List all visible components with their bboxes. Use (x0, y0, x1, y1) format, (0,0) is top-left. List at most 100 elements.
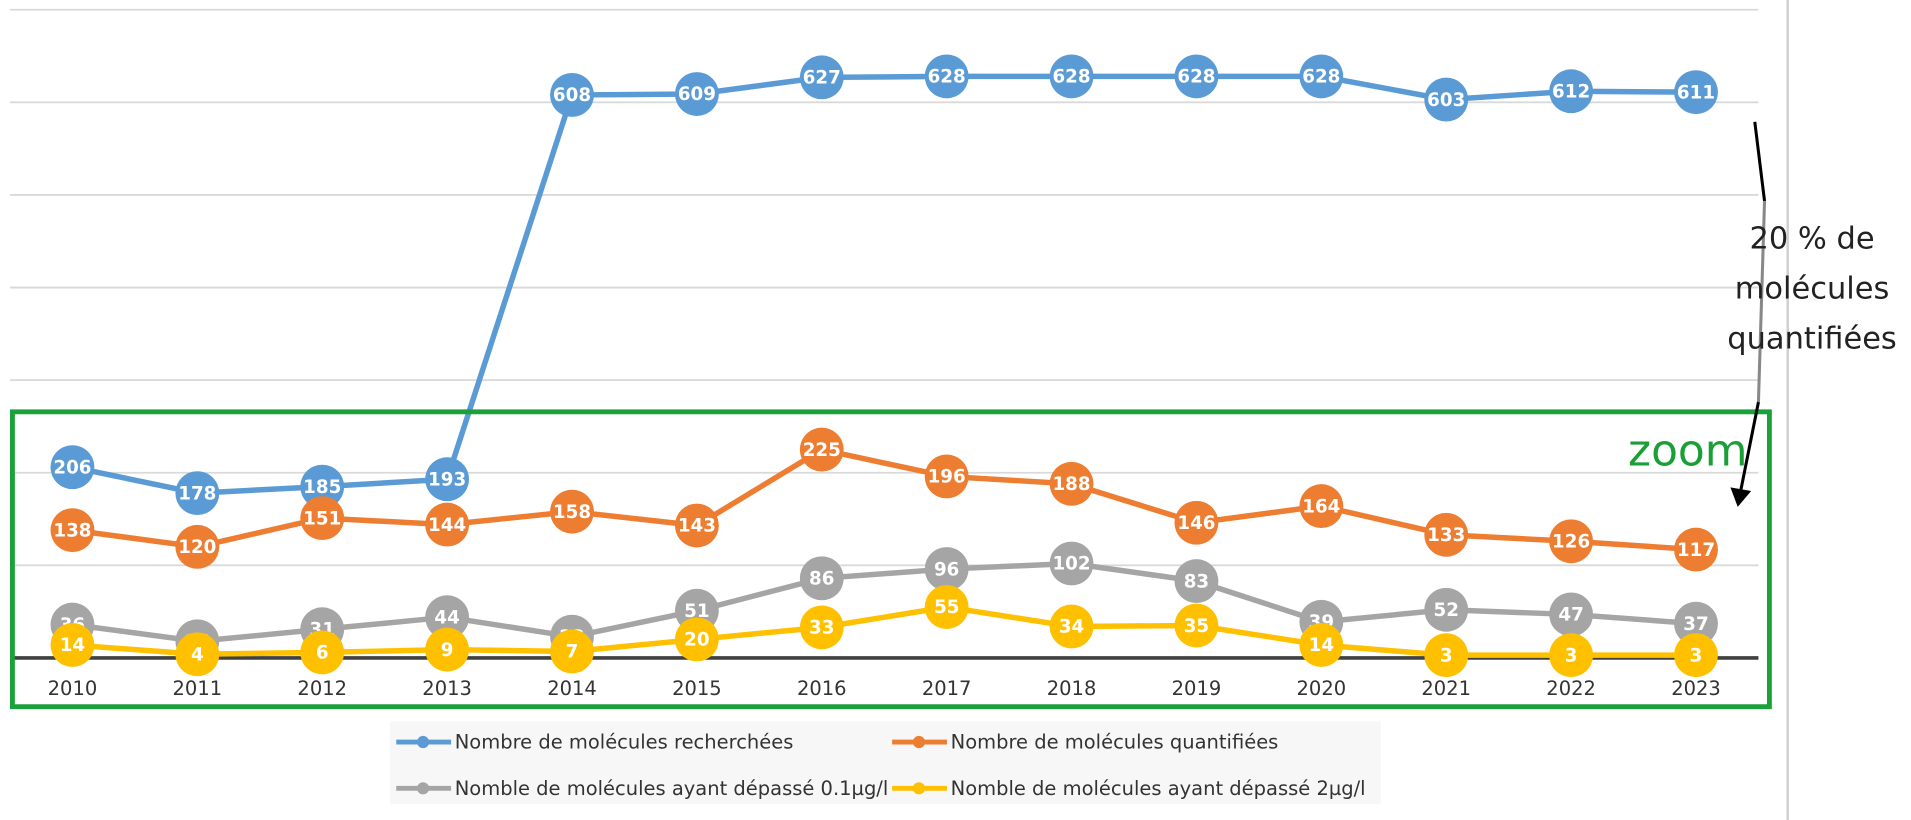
point (1549, 69, 1594, 114)
point (1174, 559, 1219, 604)
point (1549, 633, 1594, 678)
data-label: 196 (928, 467, 966, 488)
point (1049, 541, 1094, 586)
point (1174, 54, 1219, 99)
data-label: 33 (809, 618, 834, 639)
arrow-head (1730, 487, 1752, 507)
x-tick-label: 2023 (1671, 677, 1721, 700)
data-label: 120 (178, 537, 216, 558)
point (1049, 54, 1094, 99)
point (799, 427, 844, 472)
point (50, 445, 95, 490)
series-line (71, 73, 1697, 496)
data-label: 603 (1427, 90, 1465, 111)
legend-swatch (416, 735, 430, 749)
data-label: 35 (1184, 616, 1209, 637)
data-label: 143 (678, 516, 716, 537)
point (924, 547, 969, 591)
point (1424, 587, 1469, 632)
point (674, 503, 719, 548)
data-label: 193 (428, 469, 466, 490)
data-label: 9 (441, 640, 454, 661)
data-label: 83 (1184, 571, 1209, 592)
point (300, 464, 345, 509)
point (799, 556, 844, 601)
point (425, 595, 470, 640)
legend (390, 721, 1381, 805)
point (924, 54, 969, 99)
data-label: 126 (1552, 531, 1590, 552)
point (799, 55, 844, 100)
x-tick-label: 2010 (48, 677, 98, 700)
point (550, 629, 594, 674)
point (1299, 54, 1344, 99)
point (550, 73, 594, 117)
legend-label: Nomble de molécules ayant dépassé 0.1µg/… (455, 777, 889, 800)
zoom-box (10, 409, 1772, 710)
point (1299, 623, 1344, 667)
data-label: 117 (1677, 540, 1715, 561)
point (1424, 633, 1469, 678)
point (1549, 519, 1594, 564)
note: molécules (1735, 271, 1890, 306)
point (1174, 500, 1219, 545)
data-label: 37 (1683, 614, 1708, 635)
data-label: 628 (1302, 67, 1340, 88)
data-label: 44 (434, 607, 459, 628)
point (550, 489, 594, 534)
x-tick-label: 2022 (1546, 677, 1596, 700)
x-tick-label: 2014 (547, 677, 597, 700)
point (924, 585, 969, 629)
data-label: 20 (684, 630, 709, 651)
data-label: 146 (1177, 513, 1215, 534)
data-label: 51 (684, 601, 709, 622)
data-label: 102 (1052, 554, 1090, 575)
legend-label: Nomble de molécules ayant dépassé 2µg/l (951, 777, 1366, 800)
point (674, 72, 719, 116)
data-label: 55 (934, 597, 959, 618)
data-label: 96 (934, 559, 959, 580)
arrow (1753, 121, 1767, 202)
point (1424, 77, 1469, 122)
data-label: 178 (178, 483, 216, 504)
data-label: 34 (1059, 617, 1084, 638)
data-label: 3 (1565, 645, 1578, 666)
data-label: 133 (1427, 525, 1465, 546)
data-label: 612 (1552, 81, 1590, 102)
point (425, 502, 470, 547)
data-label: 14 (60, 635, 85, 656)
point (175, 471, 220, 516)
point (425, 627, 470, 672)
note: quantifiées (1727, 321, 1897, 356)
data-label: 3 (1690, 645, 1703, 666)
point (175, 632, 220, 677)
data-label: 608 (553, 85, 591, 106)
data-label: 158 (553, 502, 591, 523)
point (300, 496, 345, 541)
point (924, 454, 969, 499)
x-tick-label: 2017 (922, 677, 972, 700)
data-label: 144 (428, 515, 466, 536)
point (50, 623, 95, 667)
point (674, 617, 719, 662)
x-tick-label: 2015 (672, 677, 722, 700)
point (1674, 601, 1718, 646)
data-label: 627 (803, 68, 841, 89)
data-label: 188 (1052, 474, 1090, 495)
point (1549, 592, 1594, 637)
data-label: 611 (1677, 82, 1715, 103)
point (1674, 633, 1718, 678)
point (1049, 604, 1094, 649)
point (300, 630, 345, 675)
point (1424, 512, 1469, 557)
point (1299, 484, 1344, 529)
arrow (1756, 200, 1767, 403)
legend-swatch (416, 782, 430, 795)
x-tick-label: 2013 (422, 677, 472, 700)
point (1674, 70, 1718, 115)
data-label: 52 (1434, 600, 1459, 621)
x-tick-label: 2020 (1297, 677, 1347, 700)
data-label: 47 (1558, 605, 1583, 626)
legend-swatch (912, 782, 926, 795)
